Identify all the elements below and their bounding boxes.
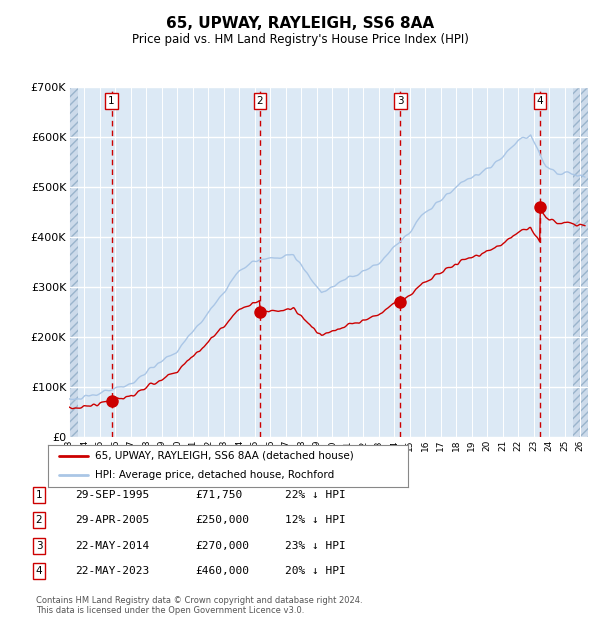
Text: 1: 1 bbox=[108, 96, 115, 106]
Text: 3: 3 bbox=[397, 96, 404, 106]
Text: HPI: Average price, detached house, Rochford: HPI: Average price, detached house, Roch… bbox=[95, 471, 334, 480]
Text: 1: 1 bbox=[35, 490, 43, 500]
Text: 4: 4 bbox=[35, 566, 43, 576]
Text: 22-MAY-2014: 22-MAY-2014 bbox=[75, 541, 149, 551]
Text: 22-MAY-2023: 22-MAY-2023 bbox=[75, 566, 149, 576]
Text: This data is licensed under the Open Government Licence v3.0.: This data is licensed under the Open Gov… bbox=[36, 606, 304, 614]
Bar bbox=[572, 87, 588, 437]
Text: 12% ↓ HPI: 12% ↓ HPI bbox=[285, 515, 346, 525]
Text: £270,000: £270,000 bbox=[195, 541, 249, 551]
Text: 65, UPWAY, RAYLEIGH, SS6 8AA: 65, UPWAY, RAYLEIGH, SS6 8AA bbox=[166, 16, 434, 31]
Text: £460,000: £460,000 bbox=[195, 566, 249, 576]
Text: 29-SEP-1995: 29-SEP-1995 bbox=[75, 490, 149, 500]
Text: 20% ↓ HPI: 20% ↓ HPI bbox=[285, 566, 346, 576]
Bar bbox=[69, 87, 78, 437]
Text: 3: 3 bbox=[35, 541, 43, 551]
Text: 29-APR-2005: 29-APR-2005 bbox=[75, 515, 149, 525]
Text: £71,750: £71,750 bbox=[195, 490, 242, 500]
Text: 22% ↓ HPI: 22% ↓ HPI bbox=[285, 490, 346, 500]
Text: £250,000: £250,000 bbox=[195, 515, 249, 525]
Text: Contains HM Land Registry data © Crown copyright and database right 2024.: Contains HM Land Registry data © Crown c… bbox=[36, 596, 362, 604]
Text: Price paid vs. HM Land Registry's House Price Index (HPI): Price paid vs. HM Land Registry's House … bbox=[131, 33, 469, 46]
Text: 4: 4 bbox=[536, 96, 543, 106]
Text: 2: 2 bbox=[35, 515, 43, 525]
Text: 23% ↓ HPI: 23% ↓ HPI bbox=[285, 541, 346, 551]
Text: 65, UPWAY, RAYLEIGH, SS6 8AA (detached house): 65, UPWAY, RAYLEIGH, SS6 8AA (detached h… bbox=[95, 451, 353, 461]
Text: 2: 2 bbox=[257, 96, 263, 106]
